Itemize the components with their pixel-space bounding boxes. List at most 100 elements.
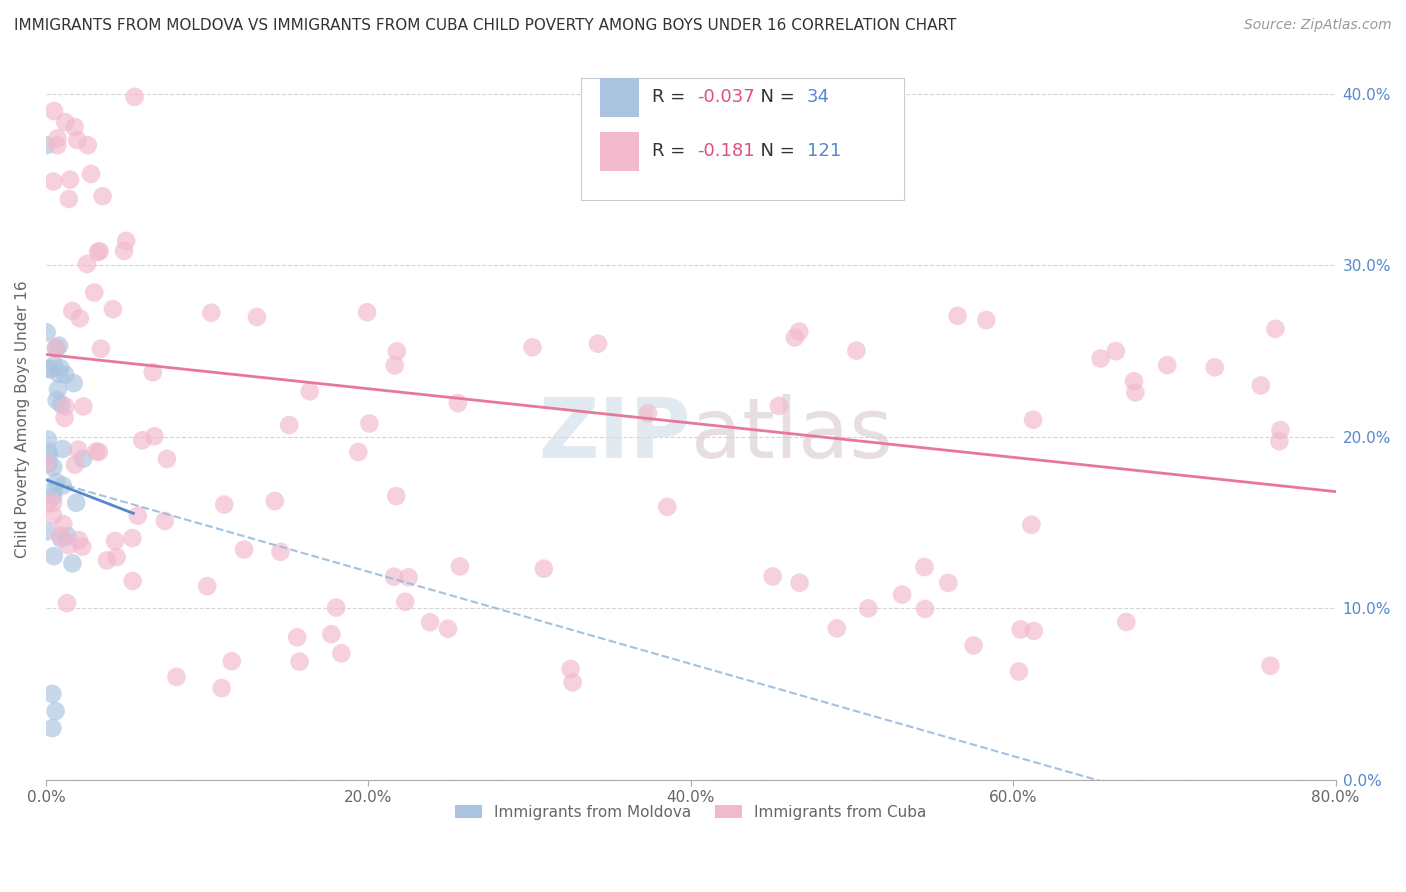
Point xyxy=(1264,322,1286,336)
Point xyxy=(46,138,69,153)
Point xyxy=(657,500,679,514)
Point xyxy=(42,549,65,563)
Point xyxy=(45,341,67,355)
Point xyxy=(63,120,86,134)
Point xyxy=(72,451,94,466)
Point xyxy=(1115,615,1137,629)
Point xyxy=(105,550,128,565)
Point xyxy=(359,417,381,431)
Point xyxy=(447,396,470,410)
Point xyxy=(1250,378,1272,392)
Point xyxy=(101,302,124,317)
Point xyxy=(112,244,135,258)
Text: atlas: atlas xyxy=(690,393,893,475)
Point xyxy=(974,313,997,327)
Point xyxy=(561,675,583,690)
Point xyxy=(285,630,308,644)
Point xyxy=(278,418,301,433)
Point xyxy=(195,579,218,593)
Point xyxy=(156,451,179,466)
Point xyxy=(1204,360,1226,375)
Point xyxy=(52,517,75,532)
Text: Source: ZipAtlas.com: Source: ZipAtlas.com xyxy=(1244,18,1392,32)
Point xyxy=(1123,385,1146,400)
Point xyxy=(1105,344,1128,359)
Point xyxy=(38,449,60,463)
Point xyxy=(72,540,94,554)
Point xyxy=(384,359,406,373)
Point xyxy=(1022,624,1045,638)
Point xyxy=(214,498,236,512)
Point xyxy=(936,576,959,591)
Point xyxy=(37,457,59,471)
Point xyxy=(1123,374,1146,388)
Point xyxy=(891,588,914,602)
Point xyxy=(67,533,90,547)
Point xyxy=(65,496,87,510)
Point xyxy=(37,497,59,511)
Y-axis label: Child Poverty Among Boys Under 16: Child Poverty Among Boys Under 16 xyxy=(15,281,30,558)
Point xyxy=(1022,413,1045,427)
Point xyxy=(76,138,98,153)
Point xyxy=(45,342,67,356)
Point xyxy=(46,383,69,397)
Point xyxy=(165,670,187,684)
Point xyxy=(87,445,110,459)
Point xyxy=(385,489,408,503)
Point xyxy=(356,305,378,319)
Point xyxy=(1268,434,1291,449)
Point xyxy=(55,400,77,414)
Point xyxy=(142,365,165,379)
Point xyxy=(914,602,936,616)
Point xyxy=(35,524,58,539)
Point xyxy=(83,285,105,300)
Point xyxy=(45,704,67,718)
Point xyxy=(637,406,659,420)
Point xyxy=(124,90,146,104)
Point xyxy=(59,172,82,186)
Point xyxy=(96,553,118,567)
Point xyxy=(45,393,67,408)
Point xyxy=(298,384,321,399)
Point xyxy=(80,167,103,181)
Point xyxy=(522,340,544,354)
Point xyxy=(121,574,143,588)
Point xyxy=(69,311,91,326)
Point xyxy=(789,575,811,590)
Point xyxy=(200,306,222,320)
Point xyxy=(449,559,471,574)
Point xyxy=(1270,423,1292,437)
Point xyxy=(325,600,347,615)
Point xyxy=(121,531,143,545)
Point xyxy=(586,336,609,351)
Point xyxy=(560,662,582,676)
Point xyxy=(44,358,66,372)
Text: ZIP: ZIP xyxy=(538,393,690,475)
Point xyxy=(783,330,806,344)
Point xyxy=(48,367,70,381)
Text: 121: 121 xyxy=(807,143,841,161)
Point xyxy=(41,687,63,701)
Point xyxy=(86,444,108,458)
Point xyxy=(89,244,111,259)
Point xyxy=(825,621,848,635)
Point xyxy=(38,362,60,376)
Point xyxy=(46,131,69,145)
Point xyxy=(382,569,405,583)
FancyBboxPatch shape xyxy=(581,78,904,200)
Point xyxy=(42,460,65,475)
Point xyxy=(53,115,76,129)
Point xyxy=(385,344,408,359)
Point xyxy=(53,410,76,425)
Point xyxy=(1260,658,1282,673)
FancyBboxPatch shape xyxy=(600,132,640,171)
Point xyxy=(330,646,353,660)
Point xyxy=(858,601,880,615)
Point xyxy=(52,478,75,492)
Text: IMMIGRANTS FROM MOLDOVA VS IMMIGRANTS FROM CUBA CHILD POVERTY AMONG BOYS UNDER 1: IMMIGRANTS FROM MOLDOVA VS IMMIGRANTS FR… xyxy=(14,18,956,33)
Point xyxy=(76,257,98,271)
Text: R =: R = xyxy=(652,143,692,161)
Text: R =: R = xyxy=(652,88,692,106)
Point xyxy=(37,433,59,447)
Point xyxy=(211,681,233,695)
